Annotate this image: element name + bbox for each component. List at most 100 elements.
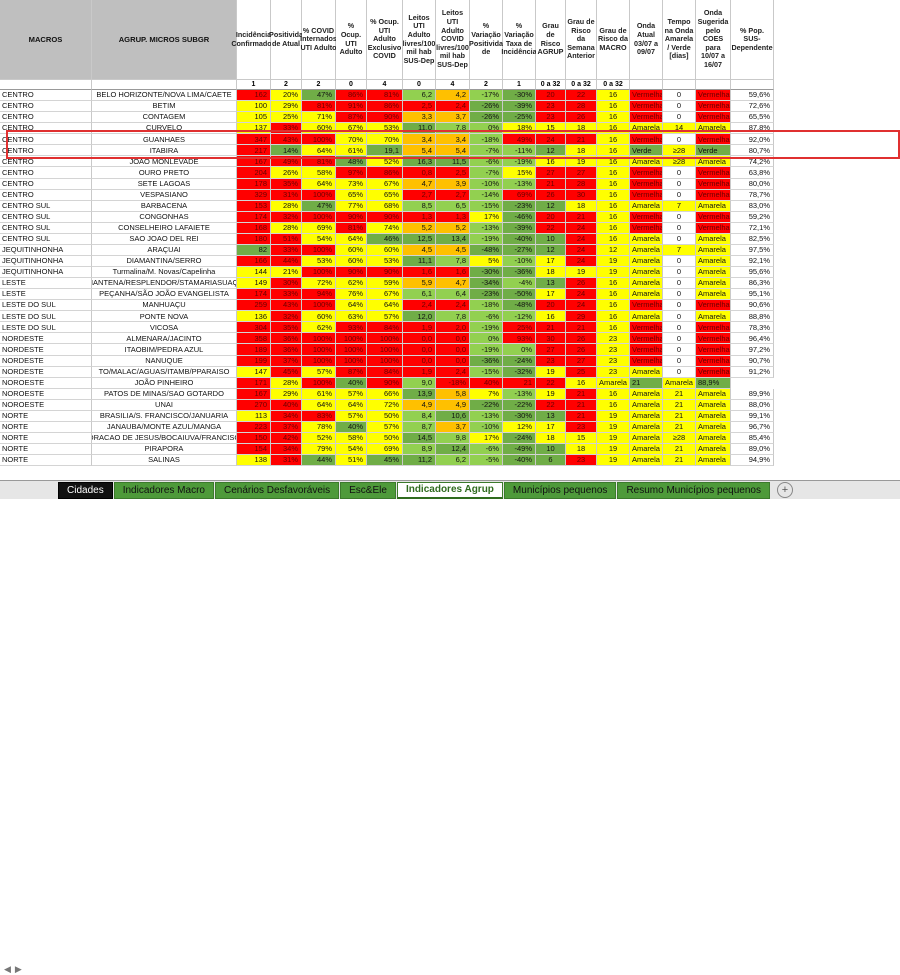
cell-grau-risco[interactable]: 23 — [536, 101, 566, 113]
cell-covid-internados[interactable]: 47% — [302, 90, 336, 102]
cell-var-incidencia[interactable]: -19% — [503, 156, 536, 168]
cell-var-incidencia[interactable]: -13% — [503, 388, 536, 400]
cell-onda-sugerida[interactable]: Vermelha — [696, 90, 731, 102]
cell-grau-risco[interactable]: 20 — [536, 90, 566, 102]
cell-incidencia[interactable]: 270 — [237, 399, 271, 411]
cell-covid-internados[interactable]: 81% — [302, 101, 336, 113]
cell-grau-risco-macro[interactable]: 16 — [597, 156, 630, 168]
cell-positividade[interactable]: 43% — [271, 300, 302, 312]
cell-onda-atual[interactable]: Amarela — [630, 421, 663, 433]
cell-micro[interactable]: CONGONHAS — [92, 211, 237, 223]
cell-tempo-onda[interactable]: 7 — [663, 244, 696, 256]
cell-var-incidencia[interactable]: -50% — [503, 289, 536, 301]
cell-onda-atual[interactable]: Vermelha — [630, 112, 663, 124]
cell-onda-sugerida[interactable]: Vermelha — [696, 222, 731, 234]
colnum-macro[interactable] — [0, 80, 92, 90]
cell-pop-sus[interactable]: 80,0% — [731, 178, 774, 190]
cell-incidencia[interactable]: 174 — [237, 289, 271, 301]
cell-onda-atual[interactable]: Amarela — [630, 444, 663, 456]
cell-onda-atual[interactable]: Vermelha — [630, 134, 663, 146]
cell-ocup-uti[interactable]: 91% — [336, 101, 367, 113]
cell-covid-internados[interactable]: 100% — [302, 355, 336, 367]
cell-ocup-uti[interactable]: 57% — [336, 410, 367, 422]
cell-onda-atual[interactable]: Vermelha — [630, 355, 663, 367]
cell-grau-risco-anterior[interactable]: 24 — [566, 289, 597, 301]
cell-covid-internados[interactable]: 64% — [302, 178, 336, 190]
cell-macro[interactable]: NORDESTE — [0, 333, 92, 345]
cell-grau-risco-anterior[interactable]: 26 — [566, 112, 597, 124]
cell-incidencia[interactable]: 167 — [237, 156, 271, 168]
cell-grau-risco-macro[interactable]: 16 — [597, 189, 630, 201]
cell-ocup-uti-covid[interactable]: 52% — [367, 156, 403, 168]
cell-onda-sugerida[interactable]: Amarela — [696, 278, 731, 290]
cell-ocup-uti[interactable]: 57% — [336, 388, 367, 400]
cell-ocup-uti-covid[interactable]: 60% — [367, 244, 403, 256]
cell-pop-sus[interactable]: 78,7% — [731, 189, 774, 201]
cell-incidencia[interactable]: 178 — [237, 178, 271, 190]
cell-ocup-uti[interactable]: 93% — [336, 322, 367, 334]
cell-tempo-onda[interactable]: ≥28 — [663, 432, 696, 444]
tab-munic-pios-pequenos[interactable]: Municípios pequenos — [503, 481, 617, 499]
cell-var-positividade[interactable]: -34% — [470, 278, 503, 290]
cell-pop-sus[interactable]: 59,2% — [731, 211, 774, 223]
cell-leitos-livres[interactable]: 3,4 — [403, 134, 436, 146]
cell-pop-sus[interactable]: 89,9% — [731, 388, 774, 400]
cell-grau-risco-anterior[interactable]: 24 — [566, 222, 597, 234]
cell-covid-internados[interactable]: 64% — [302, 399, 336, 411]
cell-ocup-uti-covid[interactable]: 67% — [367, 289, 403, 301]
cell-var-positividade[interactable]: -13% — [470, 410, 503, 422]
cell-leitos-covid-livres[interactable]: 6,4 — [436, 289, 470, 301]
cell-covid-internados[interactable]: 100% — [302, 300, 336, 312]
cell-var-incidencia[interactable]: 49% — [503, 134, 536, 146]
cell-ocup-uti-covid[interactable]: 100% — [367, 333, 403, 345]
cell-onda-atual[interactable]: Amarela — [630, 311, 663, 323]
cell-ocup-uti-covid[interactable]: 70% — [367, 134, 403, 146]
cell-onda-atual[interactable]: Vermelha — [630, 178, 663, 190]
cell-covid-internados[interactable]: 62% — [302, 322, 336, 334]
cell-ocup-uti[interactable]: 64% — [336, 300, 367, 312]
cell-micro[interactable]: PEÇANHA/SÃO JOÃO EVANGELISTA — [92, 289, 237, 301]
cell-var-incidencia[interactable]: -27% — [503, 244, 536, 256]
cell-grau-risco[interactable]: 19 — [536, 388, 566, 400]
cell-tempo-onda[interactable]: 14 — [663, 123, 696, 135]
prev-sheet-icon[interactable]: ◀ — [4, 964, 11, 974]
cell-var-positividade[interactable]: -10% — [470, 178, 503, 190]
cell-onda-sugerida[interactable]: Vermelha — [696, 101, 731, 113]
cell-grau-risco-macro[interactable]: 12 — [597, 244, 630, 256]
cell-onda-atual[interactable]: Amarela — [630, 455, 663, 467]
colnum-incidencia[interactable]: 1 — [237, 80, 271, 90]
cell-grau-risco-anterior[interactable]: 28 — [566, 101, 597, 113]
cell-macro[interactable]: NOROESTE — [0, 388, 92, 400]
cell-incidencia[interactable]: 180 — [237, 233, 271, 245]
cell-grau-risco-anterior[interactable]: 25 — [566, 366, 597, 378]
cell-var-positividade[interactable]: 7% — [470, 388, 503, 400]
cell-onda-sugerida[interactable]: Amarela — [696, 255, 731, 267]
cell-leitos-livres[interactable]: 6,2 — [403, 90, 436, 102]
cell-var-positividade[interactable]: -15% — [470, 366, 503, 378]
cell-incidencia[interactable]: 153 — [237, 200, 271, 212]
cell-grau-risco-anterior[interactable]: 21 — [566, 410, 597, 422]
cell-incidencia[interactable]: 150 — [237, 432, 271, 444]
cell-grau-risco[interactable]: 30 — [536, 333, 566, 345]
cell-onda-atual[interactable]: Amarela — [630, 156, 663, 168]
colnum-grau-risco[interactable]: 0 a 32 — [536, 80, 566, 90]
cell-covid-internados[interactable]: 100% — [302, 267, 336, 279]
cell-grau-risco-macro[interactable]: 19 — [597, 421, 630, 433]
cell-micro[interactable]: PATOS DE MINAS/SAO GOTARDO — [92, 388, 237, 400]
cell-micro[interactable]: ITABIRA — [92, 145, 237, 157]
cell-positividade[interactable]: 28% — [271, 222, 302, 234]
cell-var-incidencia[interactable]: 93% — [503, 333, 536, 345]
cell-tempo-onda[interactable]: 21 — [663, 399, 696, 411]
cell-grau-risco-anterior[interactable]: 27 — [566, 167, 597, 179]
cell-var-positividade[interactable]: -6% — [470, 444, 503, 456]
header-macro[interactable]: MACROS — [0, 0, 92, 80]
cell-positividade[interactable]: 33% — [271, 123, 302, 135]
cell-onda-sugerida[interactable]: Vermelha — [696, 134, 731, 146]
cell-leitos-covid-livres[interactable]: 4,5 — [436, 244, 470, 256]
cell-grau-risco-macro[interactable]: 19 — [597, 267, 630, 279]
cell-grau-risco-anterior[interactable]: 21 — [566, 322, 597, 334]
cell-micro[interactable]: BARBACENA — [92, 200, 237, 212]
cell-grau-risco-macro[interactable]: 19 — [597, 432, 630, 444]
tab-resumo-munic-pios-pequenos[interactable]: Resumo Municípios pequenos — [617, 481, 770, 499]
cell-grau-risco-anterior[interactable]: 18 — [566, 200, 597, 212]
